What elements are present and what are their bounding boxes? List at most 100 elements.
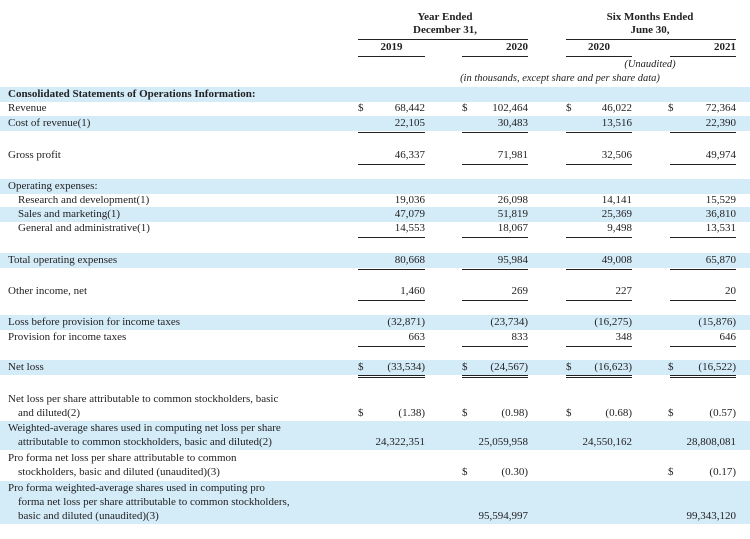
row-label: Other income, net xyxy=(8,285,88,297)
row-label: Consolidated Statements of Operations In… xyxy=(8,88,256,100)
column-header-2020-six: 2020 xyxy=(588,41,610,53)
header-rule xyxy=(670,56,736,57)
value-cell: 833 xyxy=(511,331,529,343)
underline xyxy=(358,132,425,133)
value-cell: 72,364 xyxy=(705,102,736,114)
row-label: attributable to common stockholders, bas… xyxy=(18,436,272,448)
units-note: (in thousands, except share and per shar… xyxy=(460,73,660,84)
row-shading xyxy=(0,421,750,450)
underline xyxy=(462,269,528,270)
underline xyxy=(670,237,736,238)
underline xyxy=(358,346,425,347)
underline xyxy=(462,132,528,133)
value-cell: 20 xyxy=(725,285,736,297)
underline xyxy=(358,269,425,270)
row-label: Loss before provision for income taxes xyxy=(8,316,180,328)
double-underline xyxy=(358,375,425,378)
underline xyxy=(566,132,632,133)
underline xyxy=(358,237,425,238)
header-line: Year Ended xyxy=(417,11,473,23)
value-cell: 663 xyxy=(408,331,426,343)
value-cell: 71,981 xyxy=(497,149,528,161)
header-rule xyxy=(462,56,528,57)
header-line: June 30, xyxy=(630,24,670,36)
row-label: Operating expenses: xyxy=(8,180,98,192)
value-cell: 1,460 xyxy=(400,285,425,297)
value-cell: (33,534) xyxy=(387,361,425,373)
value-cell: 49,008 xyxy=(601,254,632,266)
row-shading xyxy=(0,87,750,102)
value-cell: 19,036 xyxy=(394,194,425,206)
row-label: Revenue xyxy=(8,102,47,114)
value-cell: (0.17) xyxy=(709,466,736,478)
dollar-sign: $ xyxy=(566,361,572,373)
double-underline xyxy=(566,375,632,378)
value-cell: 102,464 xyxy=(492,102,528,114)
value-cell: 14,141 xyxy=(601,194,632,206)
value-cell: 80,668 xyxy=(394,254,425,266)
row-label: Pro forma weighted-average shares used i… xyxy=(8,482,265,494)
header-line: Six Months Ended xyxy=(606,11,694,23)
underline xyxy=(566,269,632,270)
dollar-sign: $ xyxy=(566,407,572,419)
value-cell: 32,506 xyxy=(601,149,632,161)
underline xyxy=(462,237,528,238)
dollar-sign: $ xyxy=(668,466,674,478)
value-cell: 9,498 xyxy=(607,222,632,234)
row-shading xyxy=(0,116,750,131)
underline xyxy=(462,346,528,347)
value-cell: 25,369 xyxy=(601,208,632,220)
underline xyxy=(566,164,632,165)
value-cell: 14,553 xyxy=(394,222,425,234)
underline xyxy=(670,269,736,270)
underline xyxy=(566,346,632,347)
value-cell: 227 xyxy=(615,285,633,297)
underline xyxy=(358,164,425,165)
dollar-sign: $ xyxy=(668,407,674,419)
value-cell: 13,516 xyxy=(601,117,632,129)
row-label: Net loss per share attributable to commo… xyxy=(8,393,279,405)
value-cell: (24,567) xyxy=(490,361,528,373)
value-cell: 18,067 xyxy=(497,222,528,234)
row-label: Net loss xyxy=(8,361,44,373)
value-cell: 46,337 xyxy=(394,149,425,161)
value-cell: 28,808,081 xyxy=(686,436,737,448)
underline xyxy=(670,132,736,133)
row-shading xyxy=(0,253,750,268)
dollar-sign: $ xyxy=(358,407,364,419)
value-cell: (0.68) xyxy=(605,407,632,419)
value-cell: 646 xyxy=(719,331,737,343)
value-cell: 24,550,162 xyxy=(582,436,633,448)
value-cell: 22,105 xyxy=(394,117,425,129)
value-cell: 24,322,351 xyxy=(375,436,426,448)
value-cell: 95,594,997 xyxy=(478,510,529,522)
dollar-sign: $ xyxy=(462,361,468,373)
value-cell: 26,098 xyxy=(497,194,528,206)
value-cell: 269 xyxy=(511,285,529,297)
value-cell: 49,974 xyxy=(705,149,736,161)
value-cell: (23,734) xyxy=(490,316,528,328)
underline xyxy=(566,237,632,238)
header-six-months: Six Months Ended June 30, xyxy=(585,11,715,37)
underline xyxy=(670,346,736,347)
row-label: General and administrative(1) xyxy=(18,222,150,234)
row-label: Total operating expenses xyxy=(8,254,118,266)
value-cell: 22,390 xyxy=(705,117,736,129)
underline xyxy=(670,300,736,301)
row-shading xyxy=(0,179,750,194)
underline xyxy=(462,300,528,301)
dollar-sign: $ xyxy=(462,466,468,478)
dollar-sign: $ xyxy=(358,102,364,114)
value-cell: 13,531 xyxy=(705,222,736,234)
header-rule xyxy=(358,56,425,57)
row-label: and diluted(2) xyxy=(18,407,81,419)
dollar-sign: $ xyxy=(358,361,364,373)
column-header-2021: 2021 xyxy=(714,41,736,53)
value-cell: 95,984 xyxy=(497,254,528,266)
row-label: Cost of revenue(1) xyxy=(8,117,91,129)
column-header-2019: 2019 xyxy=(380,41,403,53)
value-cell: (16,275) xyxy=(594,316,632,328)
header-year-ended: Year Ended December 31, xyxy=(380,11,510,37)
row-shading xyxy=(0,207,750,222)
